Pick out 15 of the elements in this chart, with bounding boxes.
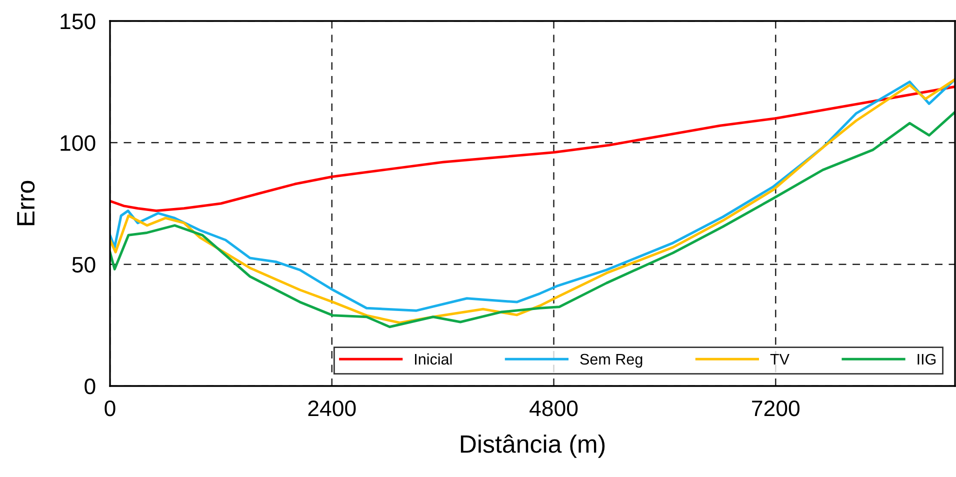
y-tick-label: 50	[72, 256, 96, 273]
y-axis-title: Erro	[17, 180, 35, 226]
x-tick-label: 2400	[308, 400, 356, 416]
x-axis-title: Distância (m)	[460, 434, 605, 458]
y-tick-label: 100	[60, 135, 96, 151]
legend-label: TV	[770, 354, 790, 364]
x-tick-label: 0	[104, 400, 116, 416]
y-tick-label: 0	[84, 378, 96, 394]
x-tick-label: 4800	[530, 400, 578, 416]
legend-label: Sem Reg	[580, 354, 642, 368]
legend-label: Inicial	[415, 353, 452, 365]
line-series	[110, 85, 955, 212]
x-tick-label: 7200	[752, 400, 800, 416]
legend-label: IIG	[918, 354, 936, 365]
y-tick-label: 150	[60, 14, 96, 30]
